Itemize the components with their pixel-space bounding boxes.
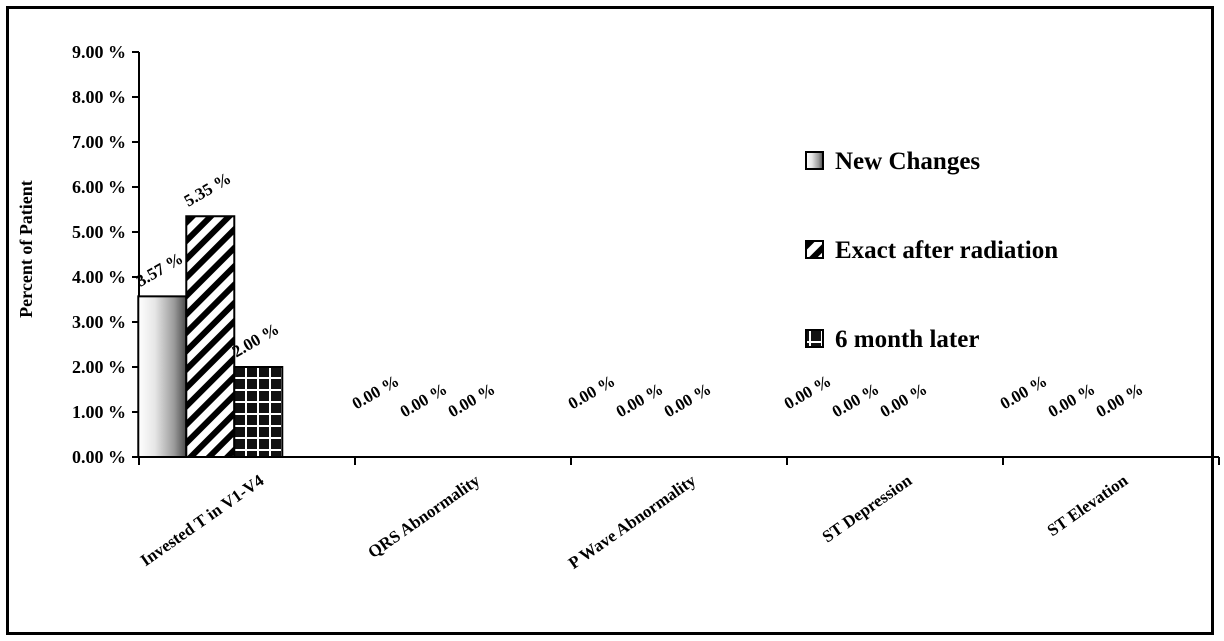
legend: New Changes Exact after radiation 6 month … xyxy=(805,148,1058,353)
legend-label: 6 month later xyxy=(835,326,979,353)
y-tick-label: 9.00 % xyxy=(72,42,126,62)
y-tick-label: 1.00 % xyxy=(72,402,126,422)
bar xyxy=(185,215,236,458)
y-tick-label: 7.00 % xyxy=(72,132,126,152)
category-label: ST Depression xyxy=(819,470,916,546)
category-label: QRS Abnormality xyxy=(364,470,483,561)
legend-label: Exact after radiation xyxy=(835,237,1058,264)
y-tick-label: 6.00 % xyxy=(72,177,126,197)
data-label: 0.00 % xyxy=(877,379,931,421)
data-label: 0.00 % xyxy=(1045,379,1099,421)
data-label: 5.35 % xyxy=(181,169,235,211)
y-tick-label: 4.00 % xyxy=(72,267,126,287)
bars xyxy=(137,215,284,458)
bar xyxy=(137,295,188,458)
bar xyxy=(233,366,284,458)
data-label: 0.00 % xyxy=(1093,379,1147,421)
data-label: 0.00 % xyxy=(661,379,715,421)
data-labels: 3.57 %5.35 %2.00 %0.00 %0.00 %0.00 % 0.00… xyxy=(133,169,1147,422)
category-label: P Wave Abnormality xyxy=(565,470,700,572)
data-label: 0.00 % xyxy=(565,371,619,413)
data-label: 0.00 % xyxy=(613,379,667,421)
legend-swatch xyxy=(805,151,824,170)
data-label: 0.00 % xyxy=(349,371,403,413)
y-tick-label: 2.00 % xyxy=(72,357,126,377)
y-axis-title: Percent of Patient xyxy=(16,180,36,318)
x-axis: Invested T in V1-V4 QRS Abnormality P Wave… xyxy=(137,456,1220,573)
y-tick-label: 3.00 % xyxy=(72,312,126,332)
data-label: 3.57 % xyxy=(133,249,187,291)
legend-swatch xyxy=(805,329,824,348)
data-label: 0.00 % xyxy=(445,379,499,421)
legend-swatch xyxy=(805,240,824,259)
y-tick-label: 5.00 % xyxy=(72,222,126,242)
data-label: 0.00 % xyxy=(829,379,883,421)
category-label: Invested T in V1-V4 xyxy=(137,470,268,570)
data-label: 0.00 % xyxy=(997,371,1051,413)
legend-label: New Changes xyxy=(835,148,980,175)
y-tick-label: 8.00 % xyxy=(72,87,126,107)
data-label: 2.00 % xyxy=(229,319,283,361)
y-tick-label: 0.00 % xyxy=(72,447,126,467)
data-label: 0.00 % xyxy=(781,371,835,413)
category-label: ST Elevation xyxy=(1044,470,1132,540)
data-label: 0.00 % xyxy=(397,379,451,421)
y-axis: 0.00 % 1.00 % 2.00 % 3.00 % 4.00 % 5.00 % 6.00… xyxy=(72,42,140,467)
